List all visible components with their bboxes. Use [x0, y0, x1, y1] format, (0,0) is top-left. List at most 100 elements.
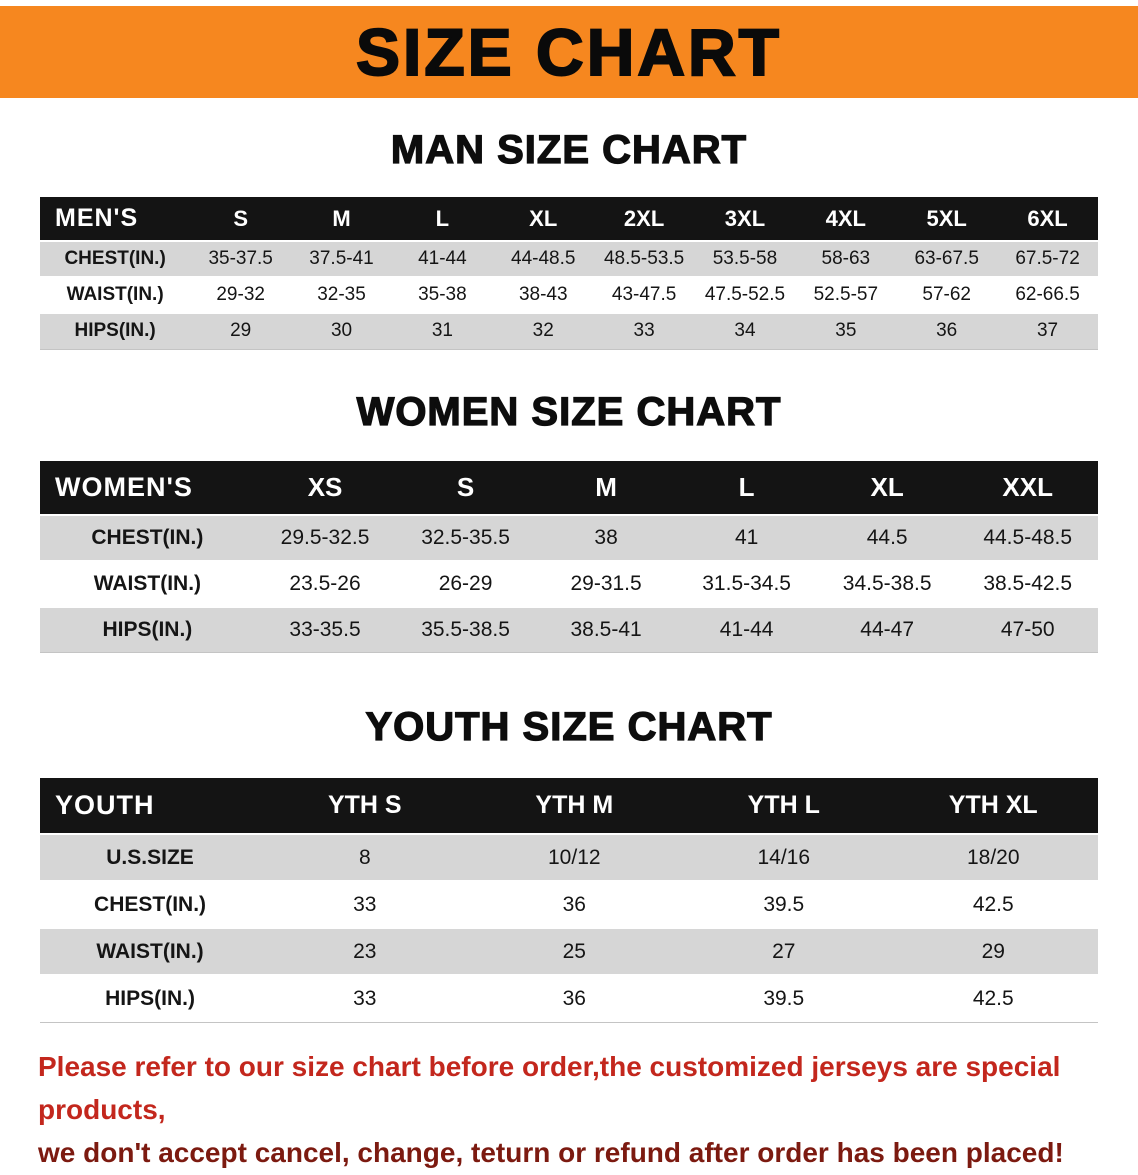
column-header: S — [395, 460, 536, 515]
disclaimer: Please refer to our size chart before or… — [38, 1045, 1100, 1175]
table-cell: 32 — [492, 312, 594, 349]
column-header: XL — [816, 460, 958, 515]
row-label: HIPS(IN.) — [40, 605, 255, 653]
table-cell: 8 — [260, 833, 470, 881]
table-cell: 41-44 — [391, 240, 493, 277]
table-cell: 41-44 — [676, 605, 817, 653]
table-header-row: WOMEN'S XS S M L XL XXL — [40, 460, 1098, 515]
table-header-row: YOUTH YTH S YTH M YTH L YTH XL — [40, 778, 1098, 834]
table-cell: 44.5-48.5 — [957, 513, 1098, 561]
banner: SIZE CHART — [0, 6, 1138, 98]
table-cell: 18/20 — [888, 833, 1098, 881]
table-cell: 23 — [260, 927, 470, 975]
column-header: 6XL — [997, 197, 1098, 241]
table-cell: 29-32 — [190, 276, 292, 313]
table-row: WAIST(IN.) 23 25 27 29 — [40, 927, 1098, 975]
section-title: MAN SIZE CHART — [390, 127, 748, 172]
table-cell: 34 — [694, 312, 796, 349]
table-cell: 30 — [291, 312, 392, 349]
table-row: U.S.SIZE 8 10/12 14/16 18/20 — [40, 833, 1098, 881]
page-title: SIZE CHART — [355, 14, 782, 90]
table-cell: 41 — [676, 513, 817, 561]
row-label: WAIST(IN.) — [40, 927, 261, 975]
table-cell: 35-37.5 — [190, 240, 292, 277]
table-row: CHEST(IN.) 33 36 39.5 42.5 — [40, 880, 1098, 928]
table-row: CHEST(IN.) 35-37.5 37.5-41 41-44 44-48.5 48.5… — [40, 240, 1098, 277]
table-cell: 35.5-38.5 — [395, 605, 536, 653]
column-header: S — [190, 197, 292, 241]
table-cell: 25 — [469, 927, 680, 975]
size-table: WOMEN'S XS S M L XL XXL CHEST(IN.) 29.5-32.5 32.5… — [40, 460, 1098, 653]
table-cell: 38.5-41 — [535, 605, 677, 653]
table-header-row: MEN'S S M L XL 2XL 3XL 4XL 5XL 6XL — [40, 197, 1098, 241]
size-table: MEN'S S M L XL 2XL 3XL 4XL 5XL 6XL CHEST(IN.) 35-37… — [40, 197, 1098, 350]
table-cell: 29 — [190, 312, 292, 349]
column-header: 3XL — [694, 197, 796, 241]
row-label: CHEST(IN.) — [40, 880, 261, 928]
table-cell: 38.5-42.5 — [957, 559, 1098, 607]
disclaimer-line-2: we don't accept cancel, change, teturn o… — [38, 1137, 1064, 1169]
table-row: HIPS(IN.) 33 36 39.5 42.5 — [40, 974, 1098, 1022]
size-chart-section: YOUTH SIZE CHART YOUTH YTH S YTH M YTH L YTH … — [0, 704, 1138, 1023]
table-cell: 53.5-58 — [694, 240, 796, 277]
table-cell: 35-38 — [391, 276, 493, 313]
table-cell: 44-48.5 — [492, 240, 594, 277]
row-label: HIPS(IN.) — [40, 312, 191, 349]
table-cell: 31 — [391, 312, 493, 349]
table-cell: 33 — [260, 880, 470, 928]
table-title-cell: WOMEN'S — [40, 460, 255, 515]
section-title: WOMEN SIZE CHART — [356, 389, 782, 434]
table-cell: 48.5-53.5 — [593, 240, 695, 277]
table-cell: 58-63 — [795, 240, 897, 277]
column-header: 4XL — [795, 197, 897, 241]
row-label: U.S.SIZE — [40, 833, 261, 881]
row-label: WAIST(IN.) — [40, 276, 191, 313]
table-cell: 29 — [888, 927, 1098, 975]
column-header: XXL — [957, 460, 1098, 515]
table-cell: 35 — [795, 312, 897, 349]
table-row: WAIST(IN.) 23.5-26 26-29 29-31.5 31.5-34.5 34… — [40, 559, 1098, 607]
table-cell: 57-62 — [896, 276, 998, 313]
table-cell: 10/12 — [469, 833, 680, 881]
table-cell: 39.5 — [679, 880, 889, 928]
table-cell: 32.5-35.5 — [395, 513, 536, 561]
table-cell: 42.5 — [888, 974, 1098, 1022]
table-cell: 14/16 — [679, 833, 889, 881]
size-chart-section: WOMEN SIZE CHART WOMEN'S XS S M L XL XXL CHEST(I… — [0, 389, 1138, 653]
column-header: L — [391, 197, 493, 241]
table-cell: 62-66.5 — [997, 276, 1098, 313]
column-header: M — [291, 197, 392, 241]
column-header: 5XL — [896, 197, 998, 241]
table-cell: 36 — [469, 974, 680, 1022]
table-cell: 26-29 — [395, 559, 536, 607]
column-header: YTH L — [679, 778, 889, 834]
table-cell: 67.5-72 — [997, 240, 1098, 277]
table-cell: 42.5 — [888, 880, 1098, 928]
table-row: WAIST(IN.) 29-32 32-35 35-38 38-43 43-47.5 47.… — [40, 276, 1098, 313]
column-header: XL — [492, 197, 594, 241]
size-chart-page: { "banner": { "title": "SIZE CHART" }, "… — [0, 6, 1138, 1168]
table-cell: 37.5-41 — [291, 240, 392, 277]
table-cell: 36 — [469, 880, 680, 928]
table-cell: 44-47 — [816, 605, 958, 653]
table-row: HIPS(IN.) 29 30 31 32 33 34 35 36 37 — [40, 312, 1098, 349]
table-cell: 31.5-34.5 — [676, 559, 817, 607]
size-chart-section: MAN SIZE CHART MEN'S S M L XL 2XL 3XL 4XL 5XL 6XL C… — [0, 127, 1138, 350]
table-cell: 33 — [260, 974, 470, 1022]
table-cell: 47.5-52.5 — [694, 276, 796, 313]
table-cell: 43-47.5 — [593, 276, 695, 313]
table-cell: 47-50 — [957, 605, 1098, 653]
size-tables-container: MAN SIZE CHART MEN'S S M L XL 2XL 3XL 4XL 5XL 6XL C… — [0, 127, 1138, 1023]
table-cell: 36 — [896, 312, 998, 349]
table-cell: 38 — [535, 513, 677, 561]
table-cell: 37 — [997, 312, 1098, 349]
column-header: 2XL — [593, 197, 695, 241]
row-label: CHEST(IN.) — [40, 513, 255, 561]
column-header: YTH M — [469, 778, 680, 834]
table-cell: 29-31.5 — [535, 559, 677, 607]
table-row: HIPS(IN.) 33-35.5 35.5-38.5 38.5-41 41-44 44-… — [40, 605, 1098, 653]
column-header: YTH XL — [888, 778, 1098, 834]
column-header: M — [535, 460, 677, 515]
table-cell: 32-35 — [291, 276, 392, 313]
table-cell: 27 — [679, 927, 889, 975]
